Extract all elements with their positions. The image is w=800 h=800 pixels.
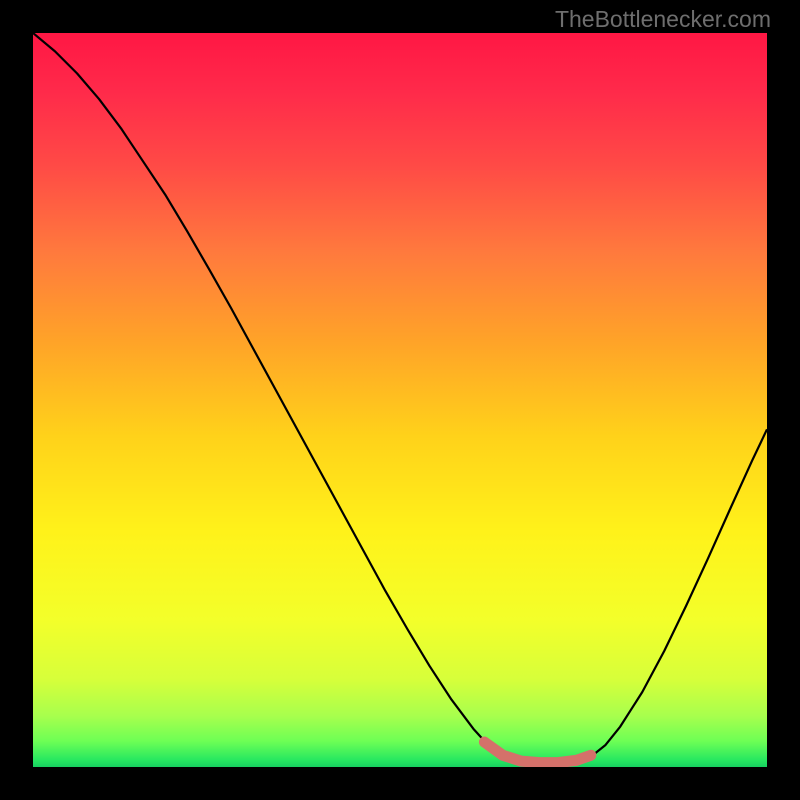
bottleneck-curve [33, 33, 767, 766]
plot-area [33, 33, 767, 767]
trough-highlight [484, 742, 590, 763]
curve-layer [33, 33, 767, 767]
watermark-text: TheBottlenecker.com [555, 6, 771, 33]
